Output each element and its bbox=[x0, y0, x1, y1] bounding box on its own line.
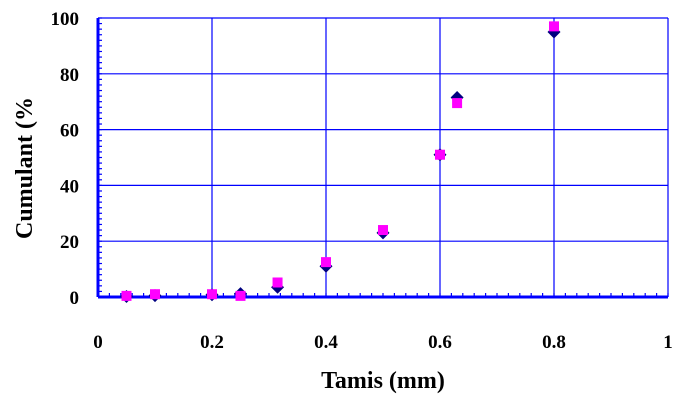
y-tick-label: 80 bbox=[60, 65, 79, 86]
y-tick-label: 60 bbox=[60, 121, 79, 142]
series-2 bbox=[121, 21, 559, 301]
y-tick-label: 20 bbox=[60, 232, 79, 253]
square-marker bbox=[435, 149, 445, 160]
y-tick-label: 100 bbox=[51, 9, 80, 30]
y-tick-labels: 0 20 40 60 80 100 bbox=[51, 9, 80, 309]
x-axis-title: Tamis (mm) bbox=[321, 368, 445, 394]
square-marker bbox=[235, 290, 246, 301]
data-points bbox=[120, 21, 561, 303]
square-marker bbox=[378, 225, 388, 236]
x-tick-label: 0.8 bbox=[542, 332, 566, 353]
square-marker bbox=[549, 21, 559, 32]
y-tick-label: 40 bbox=[60, 176, 79, 197]
x-tick-label: 1 bbox=[663, 332, 673, 353]
square-marker bbox=[272, 277, 283, 288]
x-tick-labels: 0 0.2 0.4 0.6 0.8 1 bbox=[93, 332, 673, 353]
square-marker bbox=[452, 98, 463, 109]
plot-area bbox=[98, 18, 668, 297]
x-tick-label: 0.6 bbox=[428, 332, 452, 353]
square-marker bbox=[150, 289, 160, 300]
x-tick-label: 0 bbox=[93, 332, 103, 353]
square-marker bbox=[321, 257, 331, 268]
square-marker bbox=[207, 289, 217, 300]
x-tick-label: 0.4 bbox=[314, 332, 338, 353]
x-tick-label: 0.2 bbox=[200, 332, 224, 353]
y-tick-label: 0 bbox=[70, 288, 80, 309]
grid-lines bbox=[98, 17, 669, 297]
square-marker bbox=[121, 290, 132, 301]
y-axis-title: Cumulant (% bbox=[12, 97, 38, 239]
